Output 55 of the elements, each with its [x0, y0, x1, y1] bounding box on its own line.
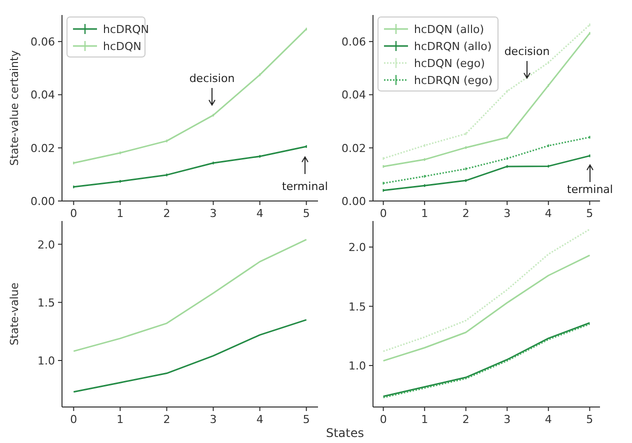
x-tick-label: 5 — [302, 413, 310, 426]
y-tick-label: 0.06 — [30, 36, 55, 49]
x-tick-label: 4 — [544, 207, 552, 220]
y-axis-title: State-value — [8, 282, 21, 346]
y-tick-label: 1.5 — [348, 300, 366, 314]
x-tick-label: 2 — [462, 413, 470, 426]
x-tick-label: 3 — [504, 413, 511, 426]
x-tick-label: 5 — [302, 207, 310, 220]
x-tick-label: 3 — [504, 207, 511, 220]
line-series — [72, 319, 308, 393]
y-tick-label: 0.00 — [342, 195, 366, 208]
x-tick-label: 2 — [163, 207, 170, 220]
y-tick-label: 2.0 — [348, 241, 366, 254]
annotation: terminal — [567, 183, 613, 196]
y-tick-label: 2.0 — [38, 238, 55, 252]
y-tick-label: 1.5 — [38, 296, 55, 310]
y-tick-label: 0.02 — [342, 142, 366, 155]
annotation: decision — [189, 72, 235, 85]
x-tick-label: 4 — [256, 207, 264, 220]
x-tick-label: 1 — [116, 413, 124, 426]
legend-label: hcDQN (allo) — [414, 23, 484, 36]
y-tick-label: 1.0 — [38, 354, 55, 368]
x-tick-label: 2 — [163, 413, 170, 426]
y-tick-label: 0.06 — [342, 36, 366, 49]
annotation: decision — [504, 45, 550, 58]
line-series — [382, 228, 590, 352]
legend-label: hcDRQN — [103, 23, 150, 36]
legend-label: hcDRQN (ego) — [414, 74, 493, 87]
x-tick-label: 2 — [462, 207, 470, 220]
legend-label: hcDQN (ego) — [414, 57, 485, 70]
x-tick-label: 3 — [210, 413, 217, 426]
legend-label: hcDRQN (allo) — [414, 40, 492, 53]
x-tick-label: 4 — [544, 413, 552, 426]
x-axis-title: States — [326, 426, 364, 440]
x-tick-label: 0 — [380, 207, 387, 220]
x-tick-label: 1 — [421, 413, 428, 426]
y-tick-label: 0.00 — [30, 195, 55, 208]
x-tick-label: 3 — [210, 207, 217, 220]
x-tick-label: 0 — [380, 413, 387, 426]
y-tick-label: 0.02 — [30, 142, 55, 155]
legend-label: hcDQN — [103, 40, 142, 53]
line-series — [382, 254, 590, 362]
annotation: terminal — [282, 180, 328, 193]
y-tick-label: 1.0 — [348, 360, 366, 373]
x-tick-label: 4 — [256, 413, 264, 426]
x-tick-label: 0 — [70, 413, 78, 426]
x-tick-label: 1 — [421, 207, 428, 220]
x-tick-label: 5 — [586, 207, 594, 220]
x-tick-label: 1 — [116, 207, 124, 220]
y-tick-label: 0.04 — [342, 88, 366, 102]
line-series — [72, 238, 308, 352]
y-axis-title: State-value certainty — [8, 50, 21, 166]
x-tick-label: 0 — [70, 207, 78, 220]
x-tick-label: 5 — [586, 413, 594, 426]
y-tick-label: 0.04 — [30, 88, 55, 102]
